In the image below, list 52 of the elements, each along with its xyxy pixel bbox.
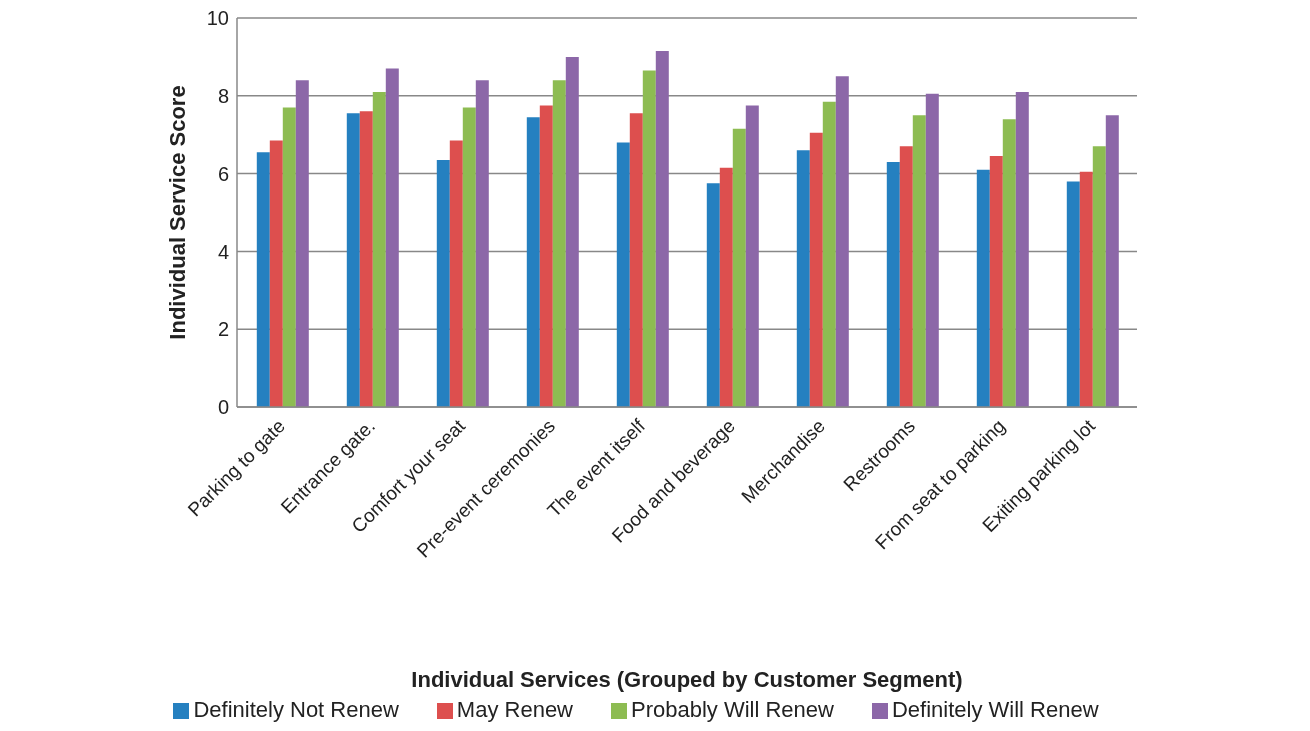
bar (565, 56, 579, 407)
bar (616, 142, 630, 407)
bar (372, 91, 386, 407)
bar (976, 169, 990, 407)
bar (989, 156, 1003, 407)
bar (886, 161, 900, 407)
bar (912, 115, 926, 407)
bar (359, 111, 373, 407)
bar (346, 113, 360, 407)
bar (1105, 115, 1119, 407)
y-tick-label: 6 (217, 162, 229, 185)
bar (719, 167, 733, 407)
bar (475, 80, 489, 407)
y-axis-title: Individual Service Score (164, 85, 190, 340)
bar (732, 128, 746, 407)
bar (809, 132, 823, 407)
bar (925, 93, 939, 407)
bar (642, 70, 656, 407)
bar (835, 76, 849, 407)
bar (256, 152, 270, 407)
legend-label: May Renew (456, 697, 573, 722)
bar (706, 183, 720, 407)
x-axis-title: Individual Services (Grouped by Customer Segment) (411, 667, 963, 692)
bar (449, 140, 463, 407)
legend-label: Definitely Not Renew (193, 697, 399, 722)
y-tick-label: 8 (217, 84, 229, 107)
bar (526, 117, 540, 407)
y-tick-label: 0 (217, 396, 229, 419)
bar (295, 80, 309, 407)
bar (1079, 171, 1093, 407)
bar (539, 105, 553, 407)
bar (745, 105, 759, 407)
bar (385, 68, 399, 407)
bar (1015, 91, 1029, 407)
y-tick-label: 10 (206, 7, 229, 30)
legend-label: Definitely Will Renew (891, 697, 1099, 722)
legend-label: Probably Will Renew (631, 697, 834, 722)
bar (1066, 181, 1080, 407)
y-tick-label: 2 (217, 318, 229, 341)
bar (282, 107, 296, 407)
bar (822, 101, 836, 407)
bar (655, 51, 669, 407)
y-tick-label: 4 (217, 240, 229, 263)
bar (436, 159, 450, 407)
bar (899, 146, 913, 407)
bar (796, 150, 810, 407)
bar (629, 113, 643, 407)
bar (1002, 119, 1016, 407)
bar (269, 140, 283, 407)
bar (462, 107, 476, 407)
bar (552, 80, 566, 407)
bar (1092, 146, 1106, 407)
